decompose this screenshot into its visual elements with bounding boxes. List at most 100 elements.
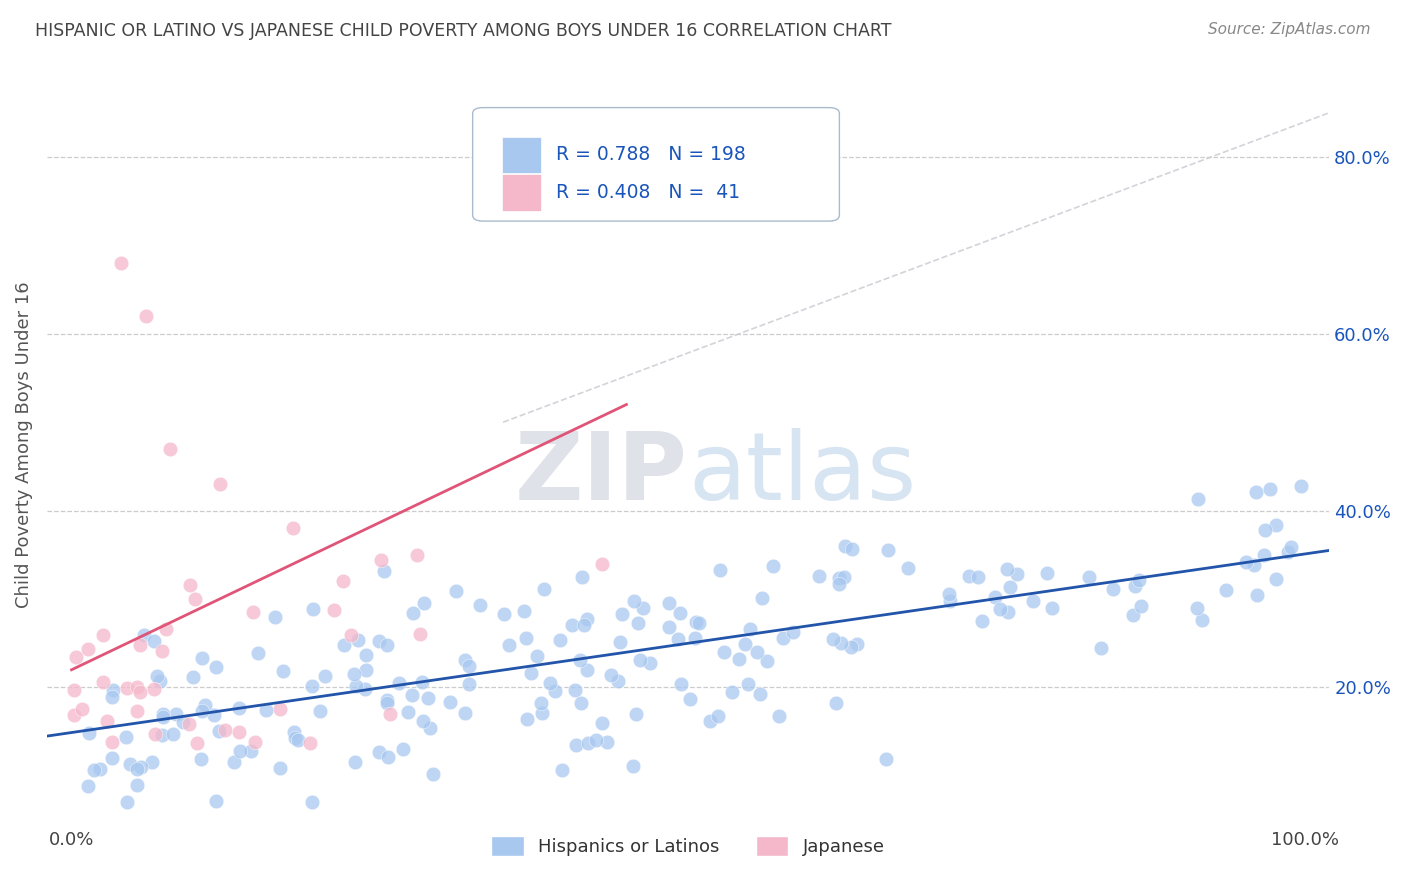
Point	[152, 710, 174, 724]
Point	[264, 610, 287, 624]
Point	[569, 697, 592, 711]
Point	[228, 701, 250, 715]
Point	[623, 593, 645, 607]
Point	[755, 654, 778, 668]
Point	[627, 615, 650, 630]
Point	[118, 756, 141, 771]
Point	[143, 726, 166, 740]
Point	[564, 682, 586, 697]
Point	[834, 570, 856, 584]
Point	[1265, 572, 1288, 586]
Point	[413, 596, 436, 610]
Point	[515, 631, 537, 645]
Point	[63, 682, 86, 697]
Point	[997, 606, 1019, 620]
Point	[283, 521, 305, 535]
Point	[344, 679, 367, 693]
Point	[115, 681, 138, 695]
Point	[782, 625, 804, 640]
Point	[322, 603, 344, 617]
Point	[91, 628, 114, 642]
Point	[242, 606, 264, 620]
Point	[150, 644, 173, 658]
Point	[520, 665, 543, 680]
Point	[76, 641, 98, 656]
Point	[444, 583, 467, 598]
FancyBboxPatch shape	[472, 108, 839, 221]
Point	[202, 707, 225, 722]
Point	[135, 309, 157, 323]
Point	[65, 649, 87, 664]
Point	[377, 750, 399, 764]
Point	[939, 594, 962, 608]
Point	[186, 736, 208, 750]
Point	[191, 651, 214, 665]
Point	[1129, 599, 1152, 613]
Point	[713, 645, 735, 659]
Point	[184, 592, 207, 607]
Point	[751, 591, 773, 606]
Point	[1078, 570, 1101, 584]
Point	[240, 743, 263, 757]
Point	[165, 706, 187, 721]
Point	[984, 590, 1007, 604]
Point	[828, 577, 851, 591]
Point	[658, 619, 681, 633]
Point	[301, 796, 323, 810]
Point	[516, 712, 538, 726]
Point	[269, 702, 291, 716]
Point	[132, 628, 155, 642]
Point	[1185, 601, 1208, 615]
Point	[146, 669, 169, 683]
Point	[101, 750, 124, 764]
Point	[283, 724, 305, 739]
Point	[375, 693, 398, 707]
Point	[896, 561, 918, 575]
Point	[391, 742, 413, 756]
Point	[576, 612, 599, 626]
Point	[568, 653, 591, 667]
Point	[162, 727, 184, 741]
Point	[405, 548, 427, 562]
Text: HISPANIC OR LATINO VS JAPANESE CHILD POVERTY AMONG BOYS UNDER 16 CORRELATION CHA: HISPANIC OR LATINO VS JAPANESE CHILD POV…	[35, 22, 891, 40]
Point	[734, 637, 756, 651]
Point	[142, 634, 165, 648]
Point	[749, 688, 772, 702]
Point	[1040, 601, 1063, 615]
Point	[578, 736, 600, 750]
Point	[607, 673, 630, 688]
Point	[129, 760, 152, 774]
Point	[823, 632, 845, 646]
Point	[422, 767, 444, 781]
Point	[101, 734, 124, 748]
Point	[222, 755, 245, 769]
Text: R = 0.788   N = 198: R = 0.788 N = 198	[555, 145, 745, 164]
Point	[740, 622, 762, 636]
Legend: Hispanics or Latinos, Japanese: Hispanics or Latinos, Japanese	[484, 829, 891, 863]
Point	[150, 728, 173, 742]
Point	[834, 539, 856, 553]
Point	[768, 708, 790, 723]
Point	[89, 762, 111, 776]
Point	[373, 564, 395, 578]
Point	[533, 582, 555, 597]
Point	[531, 706, 554, 720]
Point	[208, 723, 231, 738]
Point	[591, 715, 613, 730]
Point	[846, 637, 869, 651]
Point	[720, 685, 742, 699]
Point	[416, 690, 439, 705]
Point	[707, 708, 730, 723]
Point	[301, 602, 323, 616]
Point	[77, 779, 100, 793]
Point	[125, 763, 148, 777]
Point	[685, 615, 707, 629]
Point	[453, 652, 475, 666]
Point	[709, 563, 731, 577]
Point	[353, 682, 375, 697]
Point	[1244, 484, 1267, 499]
Point	[998, 581, 1021, 595]
Text: Source: ZipAtlas.com: Source: ZipAtlas.com	[1208, 22, 1371, 37]
Point	[572, 617, 595, 632]
Point	[214, 723, 236, 737]
